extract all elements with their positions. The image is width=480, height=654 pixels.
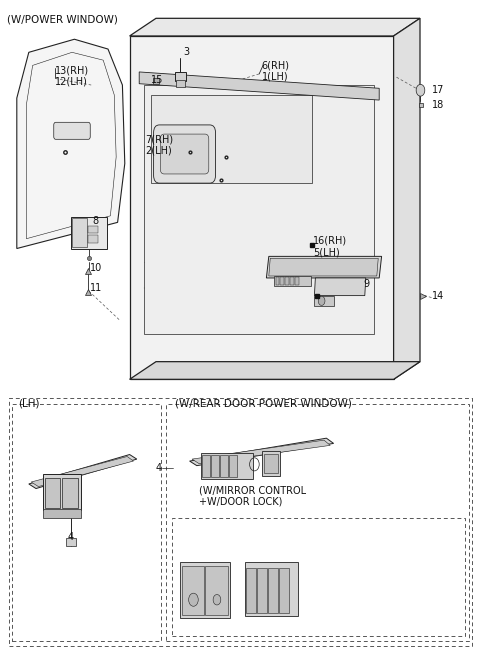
Bar	[246, 568, 256, 613]
Bar	[285, 277, 289, 285]
Bar	[43, 509, 81, 518]
Text: 17: 17	[432, 85, 444, 95]
Polygon shape	[190, 438, 334, 466]
Text: (W/REAR DOOR POWER WINDOW): (W/REAR DOOR POWER WINDOW)	[175, 399, 352, 409]
Bar	[182, 566, 204, 615]
Polygon shape	[151, 95, 312, 183]
Circle shape	[189, 593, 198, 606]
Bar	[88, 226, 98, 233]
Bar	[280, 277, 284, 285]
Polygon shape	[29, 455, 137, 489]
Bar	[166, 404, 469, 641]
Text: 10: 10	[90, 263, 102, 273]
Polygon shape	[55, 124, 89, 137]
Bar	[279, 568, 289, 613]
Polygon shape	[17, 39, 125, 249]
Bar	[43, 474, 81, 510]
Text: (LH): (LH)	[18, 399, 40, 409]
Text: 7(RH)
2(LH): 7(RH) 2(LH)	[145, 134, 173, 156]
Bar	[45, 478, 60, 508]
Text: (W/POWER WINDOW): (W/POWER WINDOW)	[7, 14, 118, 24]
Polygon shape	[274, 276, 311, 286]
Polygon shape	[394, 18, 420, 379]
Text: 14: 14	[432, 290, 444, 301]
Bar	[202, 455, 210, 477]
FancyBboxPatch shape	[160, 134, 209, 174]
Bar	[201, 453, 253, 479]
Polygon shape	[192, 440, 330, 464]
Bar	[62, 478, 78, 508]
Bar	[262, 451, 280, 476]
Text: 18: 18	[432, 99, 444, 110]
Bar	[245, 562, 298, 616]
Text: 9: 9	[364, 279, 370, 290]
Circle shape	[318, 296, 325, 305]
Polygon shape	[144, 85, 374, 334]
Text: (W/MIRROR CONTROL
+W/DOOR LOCK): (W/MIRROR CONTROL +W/DOOR LOCK)	[199, 485, 306, 507]
Bar	[205, 566, 228, 615]
Text: 15: 15	[151, 75, 164, 85]
Bar	[9, 398, 472, 646]
Bar	[211, 455, 219, 477]
Text: 6(RH)
1(LH): 6(RH) 1(LH)	[262, 60, 289, 82]
Text: 8: 8	[92, 216, 98, 226]
Polygon shape	[314, 296, 334, 306]
Bar	[12, 404, 161, 641]
Circle shape	[416, 84, 425, 96]
Text: 4: 4	[68, 532, 74, 542]
Bar	[72, 218, 87, 247]
Bar	[172, 518, 465, 636]
Text: 3: 3	[183, 47, 189, 57]
Bar	[268, 568, 278, 613]
Bar	[66, 538, 76, 546]
Polygon shape	[314, 278, 366, 296]
Bar	[276, 277, 279, 285]
Bar	[71, 217, 107, 249]
Text: 13(RH)
12(LH): 13(RH) 12(LH)	[55, 65, 89, 87]
Polygon shape	[269, 258, 378, 276]
Polygon shape	[130, 36, 394, 379]
Bar	[290, 277, 294, 285]
Polygon shape	[31, 456, 133, 487]
FancyBboxPatch shape	[154, 125, 216, 183]
Text: 4: 4	[155, 462, 161, 473]
Polygon shape	[266, 256, 382, 278]
Bar	[229, 455, 237, 477]
FancyBboxPatch shape	[54, 122, 90, 139]
Circle shape	[213, 594, 221, 605]
Bar	[176, 80, 185, 87]
Bar	[295, 277, 299, 285]
Bar	[257, 568, 267, 613]
Bar	[180, 562, 230, 618]
Bar	[220, 455, 228, 477]
Bar	[175, 72, 186, 81]
Text: 16(RH)
5(LH): 16(RH) 5(LH)	[313, 235, 347, 257]
Bar	[88, 235, 98, 243]
Polygon shape	[130, 362, 420, 379]
Bar	[264, 454, 278, 473]
Text: 11: 11	[90, 283, 102, 293]
Polygon shape	[139, 72, 379, 100]
Polygon shape	[130, 18, 420, 36]
